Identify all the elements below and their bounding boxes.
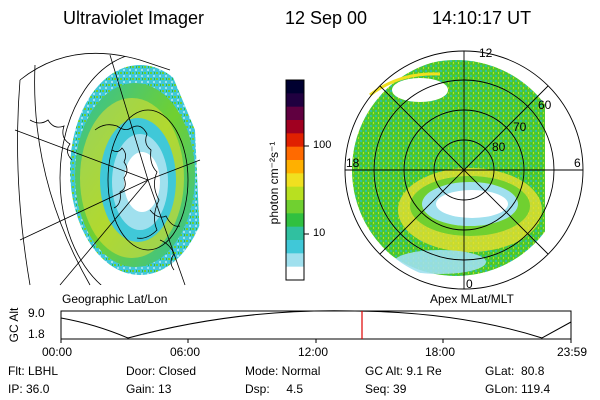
geographic-image (14, 52, 201, 286)
colorbar-segment (286, 186, 304, 201)
colorbar-segment (286, 93, 304, 108)
colorbar-segment (286, 146, 304, 161)
altitude-ytick-high: 9.0 (28, 306, 45, 320)
info-glat: GLat: 80.8 (485, 364, 545, 378)
colorbar-unit-label: photon cm⁻²s⁻¹ (267, 141, 281, 225)
info-door: Door: Closed (126, 364, 197, 378)
altitude-ytick-low: 1.8 (28, 327, 45, 341)
colorbar-tick-10: 10 (313, 227, 326, 239)
latlon-grid (14, 52, 201, 286)
color-scale-bar (285, 79, 305, 281)
left-panel-caption: Geographic Lat/Lon (62, 292, 168, 306)
time-tick-2359: 23:59 (557, 345, 588, 359)
info-dsp: Dsp: 4.5 (245, 382, 304, 396)
mlt-label-12: 12 (479, 46, 493, 60)
polar-grid (344, 50, 584, 290)
colorbar-segment (286, 80, 304, 94)
mlt-label-0: 0 (466, 277, 473, 291)
image-date: 12 Sep 00 (285, 8, 368, 28)
time-tick-1800: 18:00 (425, 345, 456, 359)
info-gain: Gain: 13 (126, 382, 172, 396)
colorbar-segment (286, 106, 304, 121)
image-time: 14:10:17 UT (432, 8, 532, 28)
colorbar-segment (286, 253, 304, 268)
colorbar-segment (286, 213, 304, 228)
altitude-curve (60, 310, 572, 339)
colorbar-segment (286, 120, 304, 134)
colorbar-segment (286, 240, 304, 254)
info-ip: IP: 36.0 (8, 382, 50, 396)
altitude-plot (60, 310, 572, 343)
mlat-label-70: 70 (513, 120, 527, 134)
right-panel-caption: Apex MLat/MLT (430, 292, 514, 306)
colorbar-segment (286, 173, 304, 188)
info-glon: GLon: 119.4 (485, 382, 551, 396)
colorbar-ticks (304, 145, 309, 235)
colorbar-frame (285, 79, 305, 281)
altitude-ylabel: GC Alt (7, 307, 21, 343)
mlat-label-80: 80 (492, 140, 506, 154)
mlt-label-18: 18 (346, 156, 360, 170)
colorbar-segment (286, 226, 304, 241)
image-title: Ultraviolet Imager (63, 8, 205, 28)
colorbar-segment (286, 133, 304, 148)
polar-image (344, 50, 584, 290)
colorbar-segment (286, 266, 304, 281)
mlat-label-60: 60 (538, 98, 552, 112)
time-tick-0600: 06:00 (170, 345, 201, 359)
colorbar-segment (286, 200, 304, 214)
colorbar-segment (286, 160, 304, 174)
time-tick-1200: 12:00 (298, 345, 329, 359)
mlt-label-6: 6 (574, 156, 581, 170)
coastlines (29, 119, 181, 271)
info-gc-alt: GC Alt: 9.1 Re (365, 364, 442, 378)
info-mode: Mode: Normal (245, 364, 321, 378)
info-filter: Flt: LBHL (8, 364, 59, 378)
time-tick-0000: 00:00 (42, 345, 73, 359)
info-seq: Seq: 39 (365, 382, 407, 396)
colorbar-tick-100: 100 (313, 139, 332, 151)
